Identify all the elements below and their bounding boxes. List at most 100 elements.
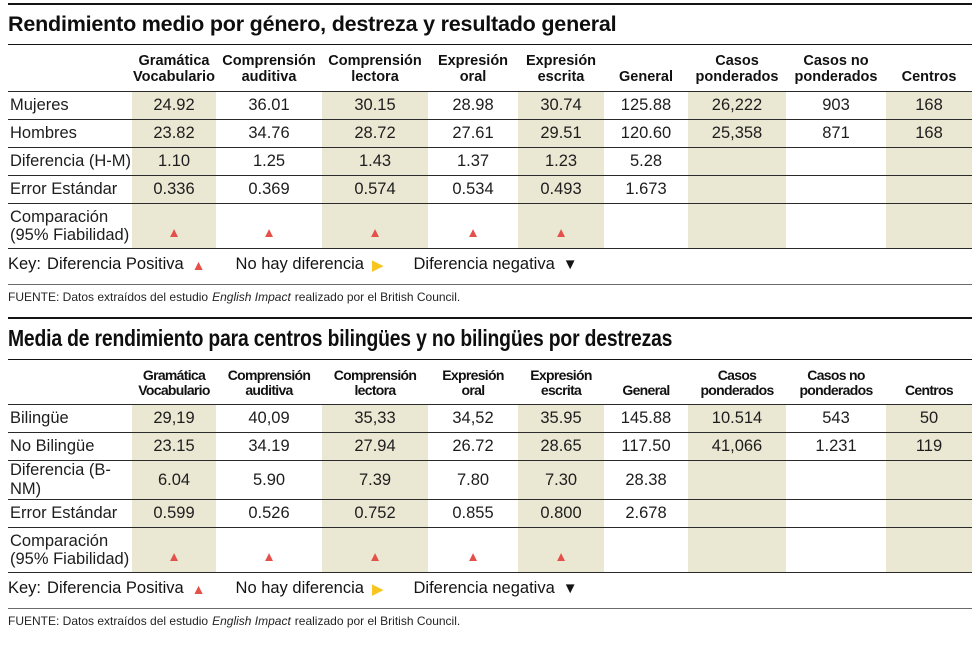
value-cell bbox=[688, 203, 786, 249]
column-header: General bbox=[622, 382, 670, 398]
top-divider-rule bbox=[8, 3, 972, 5]
key-item-label: Diferencia Positiva bbox=[47, 255, 184, 273]
value-cell: 871 bbox=[822, 124, 850, 142]
key-item-label: Diferencia negativa bbox=[413, 255, 555, 273]
value-cell: 2.678 bbox=[625, 504, 667, 522]
value-cell: 10.514 bbox=[688, 404, 786, 433]
value-cell: 0.336 bbox=[132, 175, 216, 204]
column-header: Comprensión auditiva bbox=[222, 53, 316, 85]
value-cell bbox=[688, 175, 786, 204]
value-cell: 25,358 bbox=[688, 119, 786, 148]
value-cell: 543 bbox=[822, 409, 850, 427]
column-header: Comprensión lectora bbox=[333, 367, 417, 398]
table-body: Bilingüe 29,19 40,09 35,33 34,52 35.95 145.88 1… bbox=[8, 404, 972, 573]
value-cell: 0.534 bbox=[452, 180, 494, 198]
table-body: Mujeres 24.92 36.01 30.15 28.98 30.74 125.88 26… bbox=[8, 91, 972, 249]
value-cell: 1.43 bbox=[322, 147, 428, 176]
value-cell bbox=[688, 527, 786, 573]
source-note: FUENTE: Datos extraídos del estudio Engli… bbox=[8, 609, 972, 628]
column-header: Gramática Vocabulario bbox=[133, 53, 215, 85]
triangle-up-icon: ▲ bbox=[191, 580, 206, 597]
bilingual-performance-table: Gramática Vocabulario Comprensión auditiva C… bbox=[8, 360, 972, 573]
value-cell: 903 bbox=[822, 96, 850, 114]
value-cell: 28.65 bbox=[518, 432, 604, 461]
value-cell: 0.493 bbox=[518, 175, 604, 204]
value-cell: 7.80 bbox=[456, 470, 490, 489]
key-label: Key: bbox=[8, 255, 42, 273]
value-cell: 0.574 bbox=[322, 175, 428, 204]
comparison-triangle-icon: ▲ bbox=[518, 527, 604, 573]
top-divider-rule bbox=[8, 317, 972, 319]
value-cell: 28.98 bbox=[452, 96, 494, 114]
value-cell bbox=[688, 460, 786, 500]
table-row: Error Estándar 0.336 0.369 0.574 0.534 0.493 1… bbox=[8, 175, 972, 204]
header-row: Gramática Vocabulario Comprensión auditiva C… bbox=[8, 45, 972, 92]
value-cell: 26.72 bbox=[452, 437, 494, 455]
value-cell: 27.94 bbox=[322, 432, 428, 461]
key-item-label: Diferencia negativa bbox=[413, 579, 555, 597]
value-cell: 1.231 bbox=[815, 437, 857, 455]
table-row: Mujeres 24.92 36.01 30.15 28.98 30.74 125.88 26… bbox=[8, 91, 972, 120]
value-cell: 0.752 bbox=[322, 499, 428, 528]
value-cell: 28.72 bbox=[322, 119, 428, 148]
row-label: No Bilingüe bbox=[10, 437, 95, 455]
value-cell: 1.10 bbox=[132, 147, 216, 176]
value-cell: 0.526 bbox=[248, 504, 290, 522]
row-label: Diferencia (H-M) bbox=[10, 152, 132, 170]
column-header bbox=[8, 360, 132, 405]
value-cell bbox=[886, 203, 972, 249]
value-cell: 29.51 bbox=[518, 119, 604, 148]
key-item-label: No hay diferencia bbox=[235, 579, 364, 597]
key-label: Key: bbox=[8, 579, 42, 597]
comparison-triangle-icon: ▲ bbox=[262, 549, 276, 564]
source-divider-rule bbox=[8, 608, 972, 609]
value-cell: 30.15 bbox=[322, 91, 428, 120]
value-cell: 27.61 bbox=[452, 124, 494, 142]
table1-title: Rendimiento medio por género, destreza y… bbox=[8, 12, 617, 36]
value-cell: 34,52 bbox=[452, 409, 494, 427]
table-row: Diferencia (H-M) 1.10 1.25 1.43 1.37 1.23 5.28 bbox=[8, 147, 972, 176]
value-cell: 34.19 bbox=[248, 437, 290, 455]
value-cell bbox=[886, 499, 972, 528]
infographic-page: Rendimiento medio por género, destreza y… bbox=[8, 3, 972, 628]
column-header: General bbox=[619, 69, 673, 85]
value-cell: 24.92 bbox=[132, 91, 216, 120]
title-divider-rule bbox=[8, 359, 972, 360]
value-cell: 168 bbox=[886, 91, 972, 120]
row-label: Comparación (95% Fiabilidad) bbox=[10, 532, 130, 568]
column-header: Centros bbox=[901, 69, 957, 85]
key-item-no-difference: No hay diferencia ▶ bbox=[236, 255, 384, 274]
value-cell: 26,222 bbox=[688, 91, 786, 120]
value-cell: 28.38 bbox=[625, 470, 667, 489]
table-row: Comparación (95% Fiabilidad) ▲ ▲ ▲ ▲ ▲ bbox=[8, 527, 972, 573]
source-study-name: English Impact bbox=[212, 614, 291, 628]
column-header: Comprensión lectora bbox=[328, 53, 422, 85]
value-cell: 7.39 bbox=[322, 460, 428, 500]
value-cell bbox=[786, 148, 886, 176]
value-cell bbox=[786, 500, 886, 528]
value-cell bbox=[604, 528, 688, 573]
column-header bbox=[8, 45, 132, 92]
column-header: Gramática Vocabulario bbox=[138, 367, 210, 398]
source-text: FUENTE: Datos extraídos del estudio bbox=[8, 614, 209, 628]
header-row: Gramática Vocabulario Comprensión auditiva C… bbox=[8, 360, 972, 405]
table2-title: Media de rendimiento para centros biling… bbox=[8, 325, 673, 351]
table-row: Bilingüe 29,19 40,09 35,33 34,52 35.95 145.88 1… bbox=[8, 404, 972, 433]
row-label: Comparación (95% Fiabilidad) bbox=[10, 208, 130, 244]
value-cell: 7.30 bbox=[518, 460, 604, 500]
value-cell: 40,09 bbox=[248, 409, 290, 427]
value-cell bbox=[786, 528, 886, 573]
source-study-name: English Impact bbox=[212, 290, 291, 304]
key-item-negative: Diferencia negativa ▼ bbox=[414, 255, 578, 274]
row-label: Hombres bbox=[10, 124, 77, 142]
value-cell bbox=[688, 499, 786, 528]
triangle-right-icon: ▶ bbox=[371, 256, 384, 274]
value-cell: 30.74 bbox=[518, 91, 604, 120]
column-header: Casos ponderados bbox=[700, 367, 774, 398]
column-header: Centros bbox=[905, 382, 954, 398]
value-cell: 168 bbox=[886, 119, 972, 148]
table-row: Comparación (95% Fiabilidad) ▲ ▲ ▲ ▲ ▲ bbox=[8, 203, 972, 249]
value-cell: 35,33 bbox=[322, 404, 428, 433]
value-cell bbox=[886, 460, 972, 500]
comparison-triangle-icon: ▲ bbox=[466, 225, 480, 240]
